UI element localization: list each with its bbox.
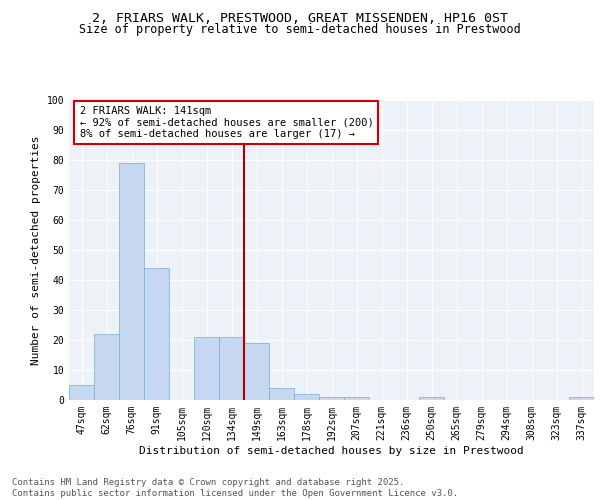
Text: Size of property relative to semi-detached houses in Prestwood: Size of property relative to semi-detach… — [79, 24, 521, 36]
Text: Contains HM Land Registry data © Crown copyright and database right 2025.
Contai: Contains HM Land Registry data © Crown c… — [12, 478, 458, 498]
Bar — [144, 268, 169, 400]
Bar — [319, 397, 344, 400]
Text: 2 FRIARS WALK: 141sqm
← 92% of semi-detached houses are smaller (200)
8% of semi: 2 FRIARS WALK: 141sqm ← 92% of semi-deta… — [79, 106, 373, 139]
Bar — [119, 163, 144, 400]
Y-axis label: Number of semi-detached properties: Number of semi-detached properties — [31, 135, 41, 365]
X-axis label: Distribution of semi-detached houses by size in Prestwood: Distribution of semi-detached houses by … — [139, 446, 524, 456]
Text: 2, FRIARS WALK, PRESTWOOD, GREAT MISSENDEN, HP16 0ST: 2, FRIARS WALK, PRESTWOOD, GREAT MISSEND… — [92, 12, 508, 26]
Bar — [419, 397, 444, 400]
Bar — [569, 397, 594, 400]
Bar — [94, 334, 119, 400]
Bar — [344, 397, 369, 400]
Bar — [269, 388, 294, 400]
Bar — [294, 394, 319, 400]
Bar — [194, 337, 219, 400]
Bar — [244, 343, 269, 400]
Bar — [219, 337, 244, 400]
Bar — [69, 385, 94, 400]
